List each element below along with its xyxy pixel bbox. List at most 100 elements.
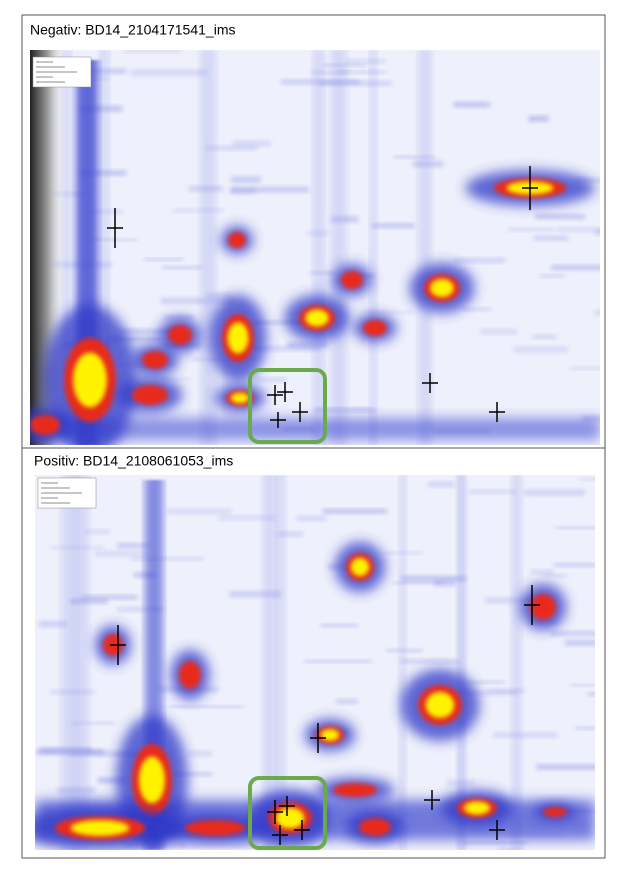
core [333,783,377,797]
noise [507,228,555,232]
noise [468,490,517,494]
noise [493,732,558,738]
noise [513,346,568,353]
streak [331,50,347,445]
core [543,807,567,817]
streak [61,475,77,850]
noise [594,230,600,235]
noise [564,640,595,646]
noise [232,140,271,147]
highlight-box [248,776,327,850]
noise [130,69,207,76]
noise [168,705,245,708]
noise [117,607,164,612]
streak [262,475,277,850]
noise [580,477,595,480]
streak [418,50,432,445]
core [530,594,556,620]
noise [118,329,180,334]
noise [71,721,116,725]
panel-title: Negativ: BD14_2104171541_ims [30,22,235,38]
noise [575,726,595,730]
noise [206,145,258,151]
peak [227,322,249,354]
noise [569,367,600,370]
noise [394,155,436,159]
noise [532,335,557,339]
peak [70,820,130,836]
noise [287,341,328,348]
noise [98,777,127,784]
noise [536,764,595,770]
noise [434,580,456,586]
noise [531,569,555,574]
noise [172,772,213,776]
core [179,661,201,689]
streak [399,475,407,850]
peak [430,278,454,298]
noise [296,516,327,521]
noise [498,847,523,850]
noise [253,346,321,351]
peak [305,309,329,327]
noise [533,235,569,241]
noise [335,699,358,704]
noise [230,186,310,193]
noise [69,599,108,604]
noise [117,543,148,548]
highlight-box [248,368,327,444]
peak [320,729,340,741]
noise [338,70,386,74]
noise [180,843,260,847]
heatmap-negative [30,50,600,445]
streak [200,50,216,445]
noise [524,490,585,496]
noise [81,595,138,600]
core [228,232,246,248]
noise [218,515,276,520]
streak [369,50,377,445]
noise [462,307,491,311]
streak [62,50,71,445]
noise [106,335,162,342]
streak [99,50,109,445]
noise [539,274,565,278]
noise [229,591,281,597]
noise [84,529,110,534]
noise [372,223,415,228]
streak [456,475,464,850]
core [359,818,391,836]
noise [542,574,567,577]
streak [313,50,325,445]
noise [188,751,212,757]
core [30,415,60,435]
core [132,385,168,405]
peak [275,807,305,829]
noise [39,621,66,627]
peak [230,392,250,404]
noise [322,509,387,514]
noise [161,298,235,304]
peak [464,801,490,815]
noise [551,265,600,270]
noise [311,70,349,75]
peak [350,557,370,577]
panel-title: Positiv: BD14_2108061053_ims [34,453,233,469]
core [142,351,168,369]
noise [550,631,595,636]
streak [73,475,89,850]
noise [231,176,261,183]
core [363,320,387,336]
noise [443,691,517,696]
noise [488,688,525,693]
noise [453,258,506,263]
noise [167,509,232,514]
noise [462,841,528,845]
noise [123,50,182,53]
noise [588,692,595,696]
frame [21,14,606,859]
core [185,820,245,836]
noise [206,293,231,298]
